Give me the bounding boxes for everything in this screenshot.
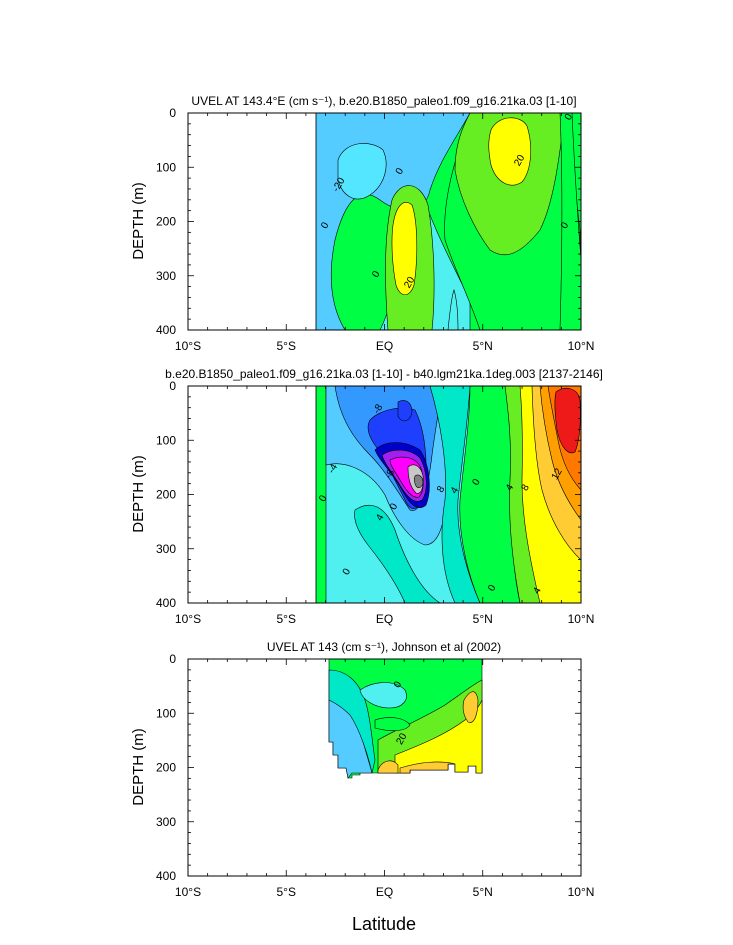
y-tick-label: 100 [156, 160, 176, 174]
contour-label: 4 [449, 485, 462, 496]
x-tick-label: 5°N [473, 885, 493, 899]
x-tick-label: EQ [376, 612, 393, 626]
panel-1: UVEL AT 143.4°E (cm s⁻¹), b.e20.B1850_pa… [130, 94, 594, 353]
x-axis-label: Latitude [352, 914, 416, 934]
x-tick-label: EQ [376, 339, 393, 353]
panel-2-field [315, 386, 581, 603]
contour-label: 0 [319, 220, 332, 231]
contour-label: 4 [374, 512, 387, 523]
panel-3-contour-labels: 0 20 [392, 679, 410, 746]
contour-label: 4 [531, 585, 544, 596]
x-tick-label: 5°S [277, 339, 296, 353]
x-tick-label: 10°N [568, 885, 595, 899]
contour-label: 20 [512, 153, 527, 169]
contour-label: 0 [563, 112, 576, 123]
y-tick-label: 100 [156, 706, 176, 720]
panel-3-field [328, 659, 483, 779]
contour-label: 12 [550, 466, 565, 482]
y-tick-label: 400 [156, 323, 176, 337]
contour-label: 0 [394, 166, 407, 177]
contour-label: 0 [486, 583, 499, 594]
contour-label: 0 [392, 679, 405, 690]
panel-3-title: UVEL AT 143 (cm s⁻¹), Johnson et al (200… [267, 640, 501, 654]
contour-label: 4 [504, 482, 517, 493]
y-tick-label: 400 [156, 869, 176, 883]
contour-label: 20 [402, 275, 417, 291]
y-tick-label: 200 [156, 215, 176, 229]
panel-1-title: UVEL AT 143.4°E (cm s⁻¹), b.e20.B1850_pa… [191, 94, 576, 108]
contour-label: 0 [388, 501, 401, 512]
x-tick-label: 5°N [473, 612, 493, 626]
panel-1-field [315, 113, 581, 330]
x-tick-label: 10°S [175, 339, 201, 353]
y-tick-label: 200 [156, 488, 176, 502]
x-tick-label: EQ [376, 885, 393, 899]
y-tick-label: 400 [156, 596, 176, 610]
panel-2-ylabel: DEPTH (m) [130, 455, 147, 533]
contour-label: 20 [394, 731, 409, 747]
contour-label: 0 [370, 269, 383, 280]
panel-3-ylabel: DEPTH (m) [130, 728, 147, 806]
y-tick-label: 300 [156, 815, 176, 829]
contour-label: 8 [435, 484, 448, 495]
y-tick-label: 200 [156, 761, 176, 775]
y-tick-label: 300 [156, 269, 176, 283]
panel-2-title: b.e20.B1850_paleo1.f09_g16.21ka.03 [1-10… [165, 367, 603, 381]
y-tick-label: 300 [156, 542, 176, 556]
contour-label: 0 [341, 566, 354, 577]
panel-1-ylabel: DEPTH (m) [130, 182, 147, 260]
x-tick-label: 10°N [568, 339, 595, 353]
x-tick-label: 5°N [473, 339, 493, 353]
x-tick-label: 10°S [175, 885, 201, 899]
panel-3: UVEL AT 143 (cm s⁻¹), Johnson et al (200… [130, 640, 594, 899]
x-tick-label: 5°S [277, 885, 296, 899]
y-tick-label: 0 [169, 379, 176, 393]
x-tick-label: 10°N [568, 612, 595, 626]
panel-2: b.e20.B1850_paleo1.f09_g16.21ka.03 [1-10… [130, 367, 603, 626]
y-tick-label: 0 [169, 652, 176, 666]
contour-label: 0 [471, 477, 484, 488]
contour-label: 8 [520, 482, 533, 493]
x-tick-label: 10°S [175, 612, 201, 626]
contour-label: 0 [317, 493, 330, 504]
y-tick-label: 100 [156, 433, 176, 447]
y-tick-label: 0 [169, 106, 176, 120]
x-tick-label: 5°S [277, 612, 296, 626]
contour-label: 0 [559, 220, 572, 231]
